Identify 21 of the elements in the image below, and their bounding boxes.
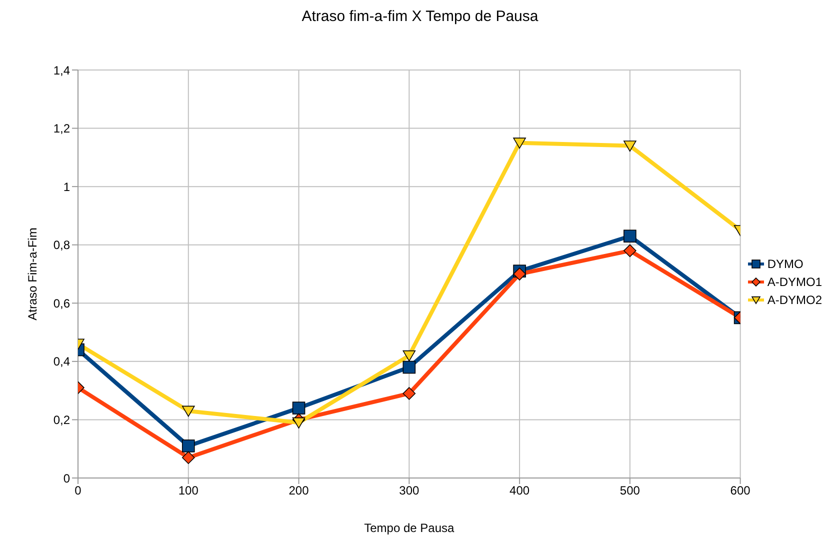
x-tick-label: 400: [510, 484, 530, 498]
y-tick-label: 1,4: [53, 63, 70, 78]
x-tick-label: 100: [178, 484, 199, 498]
y-tick-label: 0,4: [53, 354, 70, 369]
x-tick-label: 500: [620, 484, 640, 498]
x-tick-label: 200: [288, 484, 310, 498]
x-tick-label: 600: [730, 484, 751, 498]
x-axis-title: Tempo de Pausa: [364, 521, 455, 535]
y-axis-title: Atraso Fim-a-Fim: [25, 228, 40, 320]
y-tick-label: 0,2: [53, 412, 70, 427]
legend-label: DYMO: [767, 257, 804, 271]
y-tick-label: 0,6: [53, 296, 70, 310]
legend-label: A-DYMO2: [767, 293, 822, 307]
y-tick-label: 1,2: [53, 122, 70, 136]
legend-label: A-DYMO1: [767, 275, 822, 289]
y-tick-label: 0,8: [53, 238, 70, 252]
x-tick-label: 300: [399, 484, 420, 498]
x-tick-label: 0: [74, 484, 82, 498]
y-tick-label: 0: [63, 471, 70, 486]
y-tick-label: 1: [63, 180, 70, 194]
chart-title: Atraso fim-a-fim X Tempo de Pausa: [300, 8, 540, 27]
